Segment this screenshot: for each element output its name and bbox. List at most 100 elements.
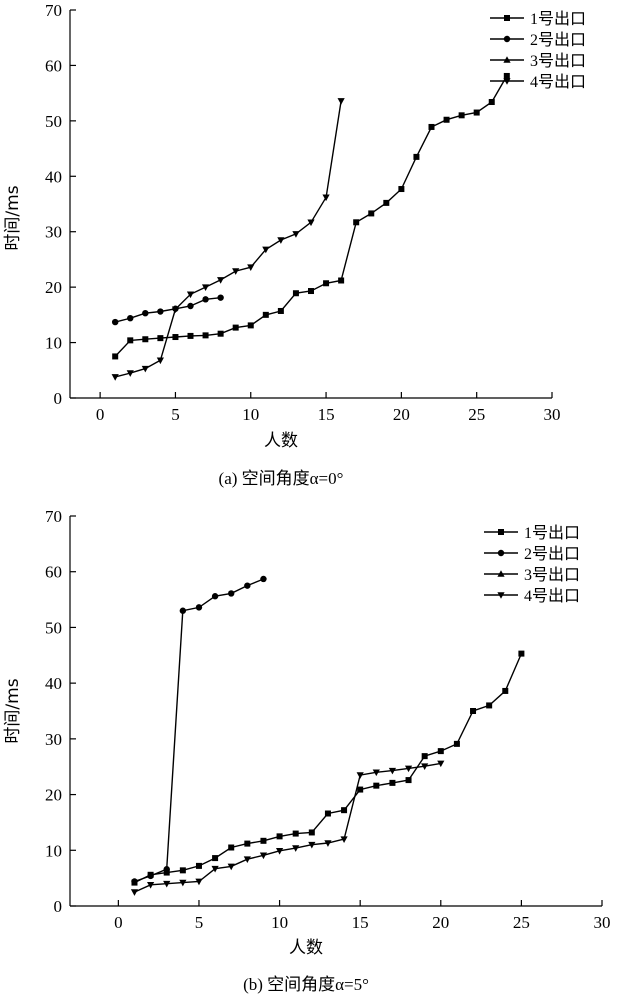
series-1-point	[443, 116, 450, 123]
x-tick-label: 20	[432, 913, 449, 932]
series-4-point	[324, 840, 332, 847]
series-1-point	[470, 708, 477, 714]
series-1-point	[308, 829, 315, 836]
y-tick-label: 50	[45, 112, 62, 131]
y-axis-label: 时间/ms	[3, 185, 23, 250]
x-tick-label: 25	[513, 913, 530, 932]
x-axis-label: 人数	[289, 938, 323, 958]
series-2-point	[211, 593, 219, 600]
legend-marker-3	[497, 570, 505, 577]
y-tick-label: 70	[45, 507, 62, 526]
series-4-point	[322, 194, 330, 202]
series-4-point	[163, 880, 171, 888]
series-1-point	[228, 844, 235, 851]
series-1-point	[163, 869, 170, 876]
legend-label-3: 3号出口	[524, 566, 580, 584]
series-4-point	[307, 219, 315, 227]
y-tick-label: 20	[45, 786, 62, 805]
series-4-point	[262, 246, 270, 254]
legend-marker-2	[497, 549, 505, 557]
series-2-point	[157, 308, 164, 315]
series-2-point	[202, 296, 209, 303]
series-1-point	[428, 123, 435, 130]
series-1-point	[157, 335, 164, 342]
y-tick-label: 30	[45, 223, 62, 242]
series-1-point	[179, 867, 186, 874]
y-tick-label: 40	[45, 674, 62, 693]
series-2-point	[228, 590, 235, 597]
series-4-point	[404, 765, 413, 773]
legend-marker-1	[504, 15, 510, 21]
series-4-point	[292, 231, 300, 238]
series-1-point	[276, 833, 283, 840]
series-line-2	[134, 578, 264, 883]
series-1-point	[195, 862, 202, 869]
series-1-point	[341, 807, 348, 814]
series-1-point	[357, 786, 364, 793]
x-tick-label: 30	[544, 405, 561, 424]
series-1-point	[308, 288, 314, 295]
legend-marker-3	[503, 56, 511, 63]
series-1-point	[324, 810, 331, 817]
series-4-point	[421, 763, 429, 770]
y-tick-label: 0	[54, 389, 63, 408]
y-tick-label: 40	[45, 167, 62, 186]
series-line-4	[115, 100, 342, 378]
series-2-point	[127, 314, 134, 322]
series-1-point	[244, 840, 251, 847]
series-1-point	[458, 112, 465, 119]
series-2-point	[187, 302, 194, 310]
series-4-point	[179, 879, 187, 887]
series-4-point	[277, 237, 285, 244]
y-tick-label: 70	[45, 1, 62, 20]
series-1-point	[127, 337, 134, 344]
series-4-point	[227, 863, 235, 871]
legend-marker-4	[497, 592, 505, 599]
series-1-point	[398, 186, 405, 193]
series-1-point	[277, 307, 284, 314]
series-1-point	[421, 753, 428, 760]
series-4-point	[141, 365, 149, 373]
series-4-point	[195, 878, 203, 886]
y-tick-label: 10	[45, 334, 62, 353]
series-line-1	[134, 653, 523, 884]
legend-marker-1	[498, 529, 504, 535]
y-tick-label: 0	[54, 897, 63, 916]
series-4-point	[292, 845, 300, 852]
series-1-point	[486, 702, 493, 709]
series-4-point	[147, 882, 155, 889]
series-4-point	[186, 291, 195, 299]
series-1-point	[202, 332, 209, 339]
series-4-point	[340, 836, 348, 843]
y-axis-label: 时间/ms	[3, 678, 23, 743]
series-4-point	[247, 264, 255, 271]
series-1-point	[260, 837, 267, 844]
series-1-point	[473, 109, 480, 116]
series-1-point	[262, 311, 269, 318]
y-tick-label: 20	[45, 278, 62, 297]
series-4-point	[171, 306, 180, 314]
legend-label-1: 1号出口	[530, 10, 586, 28]
series-1-point	[232, 324, 239, 331]
legend-label-2: 2号出口	[530, 31, 586, 49]
x-tick-label: 25	[468, 405, 485, 424]
x-tick-label: 30	[594, 913, 611, 932]
y-tick-label: 60	[45, 563, 62, 582]
x-tick-label: 15	[352, 913, 369, 932]
x-tick-label: 10	[271, 913, 288, 932]
legend-marker-2	[503, 35, 511, 43]
chart-caption: (b) 空间角度α=5°	[243, 975, 369, 994]
series-4-point	[130, 889, 139, 896]
series-4-point	[126, 370, 134, 377]
series-2-point	[163, 866, 170, 873]
series-1-point	[323, 280, 330, 287]
series-4-point	[201, 284, 210, 291]
series-1-point	[217, 330, 224, 337]
series-2-point	[260, 575, 267, 583]
series-1-point	[383, 199, 390, 206]
x-tick-label: 5	[171, 405, 180, 424]
x-tick-label: 0	[114, 913, 123, 932]
series-4-point	[308, 841, 316, 849]
legend-label-4: 4号出口	[530, 73, 586, 91]
